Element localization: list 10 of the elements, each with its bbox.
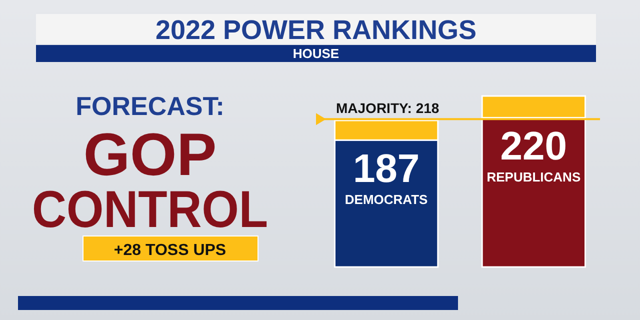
x-tick-label: DEMOCRATS: [344, 192, 428, 208]
text: GOP CONTROL: [32, 121, 290, 239]
data-label: 220: [500, 124, 568, 169]
text: +28 TOSS UPS: [114, 242, 226, 259]
x-tick-label: REPUBLICANS: [486, 170, 581, 185]
ref-line-label: MAJORITY: 218: [336, 100, 440, 116]
text: FORECAST:: [76, 91, 224, 121]
chart-subtitle: HOUSE: [292, 46, 340, 61]
data-label: 187: [352, 147, 420, 192]
chart-title: 2022 POWER RANKINGS: [155, 15, 477, 45]
